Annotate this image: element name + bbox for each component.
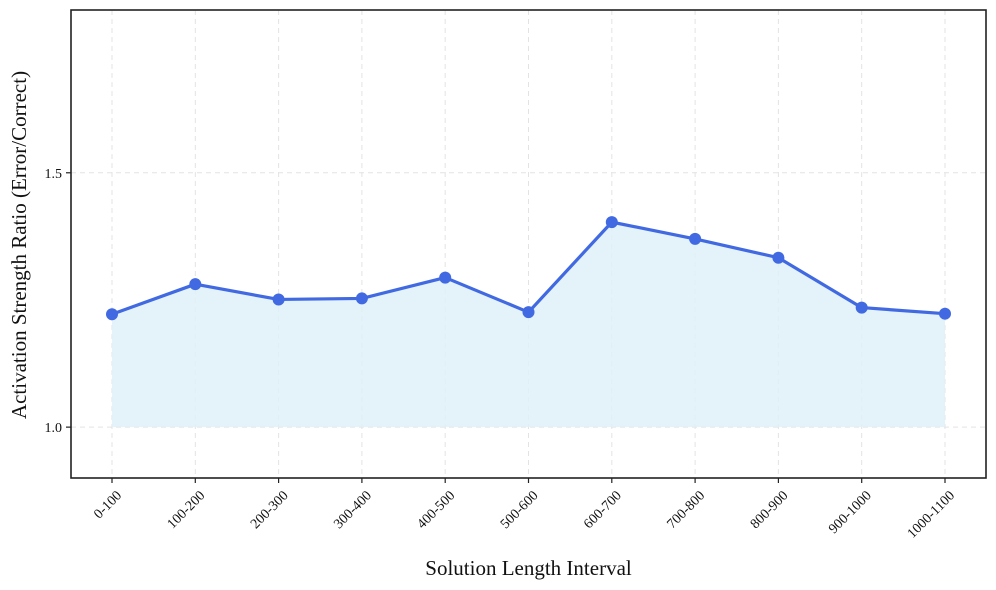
data-point: [355, 292, 368, 305]
data-point: [939, 307, 951, 320]
data-point: [772, 251, 785, 264]
data-points: [106, 216, 951, 321]
y-tick-label: 1.0: [45, 421, 63, 436]
area-fill: [112, 222, 945, 428]
y-axis-label: Activation Strength Ratio (Error/Correct…: [7, 71, 31, 419]
data-point: [439, 271, 452, 284]
data-point: [689, 232, 702, 245]
y-axis-ticks: 1.0 1.5: [45, 167, 71, 436]
data-point: [522, 306, 535, 319]
data-point: [272, 293, 285, 306]
data-point: [106, 308, 118, 321]
data-point: [189, 278, 202, 291]
data-point: [855, 301, 868, 314]
data-point: [605, 216, 618, 229]
x-axis-label: Solution Length Interval: [425, 556, 632, 580]
y-tick-label: 1.5: [45, 167, 63, 182]
